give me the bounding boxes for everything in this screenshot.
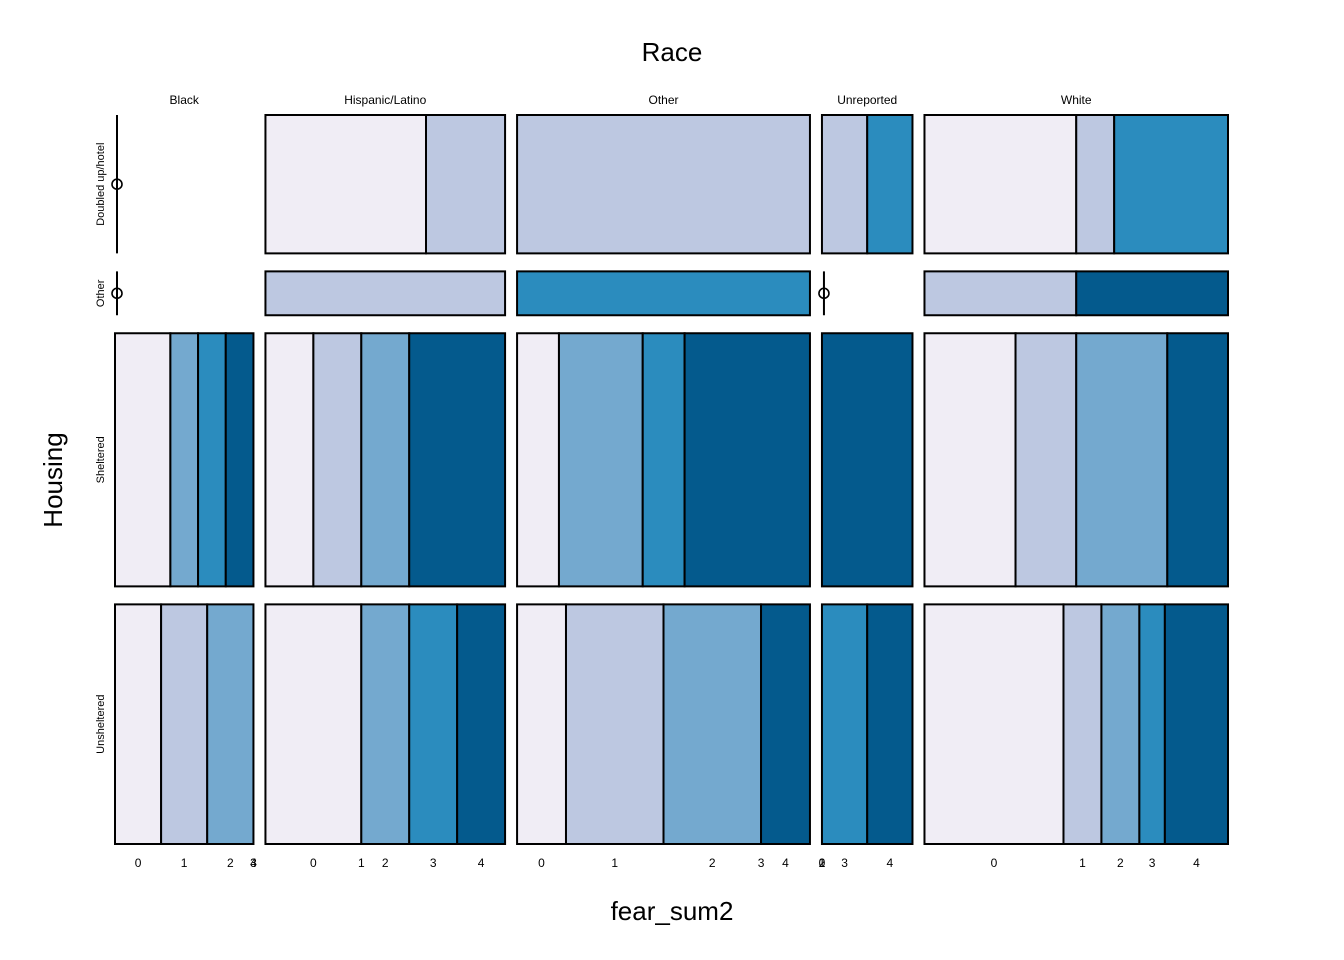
fear-tick-label: 2	[709, 856, 716, 870]
fear-tick-label: 4	[887, 856, 894, 870]
mosaic-tile	[516, 332, 560, 588]
fear-tick-label: 4	[782, 856, 789, 870]
mosaic-tile	[516, 603, 567, 845]
mosaic-tile	[1014, 332, 1078, 588]
mosaic-tile	[923, 332, 1017, 588]
mosaic-tile	[662, 603, 763, 845]
mosaic-tile	[169, 332, 200, 588]
chart-title: Race	[642, 37, 703, 67]
mosaic-tile	[264, 270, 507, 317]
mosaic-tile	[923, 114, 1078, 255]
mosaic-tile	[224, 332, 255, 588]
fear-tick-label: 3	[250, 856, 257, 870]
fear-tick-label: 1	[611, 856, 618, 870]
mosaic-tile	[264, 603, 363, 845]
mosaic-tile	[1138, 603, 1166, 845]
mosaic-tile	[360, 332, 411, 588]
mosaic-tile	[1075, 270, 1230, 317]
mosaic-tile	[866, 114, 914, 255]
mosaic-tile	[820, 114, 869, 255]
mosaic-tile	[408, 332, 507, 588]
fear-tick-label: 3	[758, 856, 765, 870]
mosaic-tile	[264, 114, 427, 255]
mosaic-tile	[1113, 114, 1229, 255]
fear-tick-label: 0	[991, 856, 998, 870]
mosaic-tile	[114, 332, 172, 588]
fear-tick-label: 0	[135, 856, 142, 870]
x-axis-label: fear_sum2	[611, 896, 734, 926]
mosaic-tile	[197, 332, 227, 588]
mosaic-tile	[456, 603, 507, 845]
mosaic-tile	[1166, 332, 1230, 588]
mosaic-tile	[516, 270, 811, 317]
empty-cell-marker	[111, 287, 123, 300]
mosaic-tile	[360, 603, 411, 845]
fear-tick-label: 3	[430, 856, 437, 870]
mosaic-tile	[923, 270, 1078, 317]
mosaic-tile	[516, 114, 811, 255]
mosaic-tile	[683, 332, 811, 588]
race-label: White	[1061, 93, 1092, 107]
fear-tick-label: 4	[478, 856, 485, 870]
fear-tick-label: 2	[1117, 856, 1124, 870]
mosaic-tile	[206, 603, 255, 845]
mosaic-tile	[557, 332, 644, 588]
mosaic-tiles	[111, 114, 1230, 845]
mosaic-tile	[114, 603, 163, 845]
fear-tick-label: 4	[250, 856, 257, 870]
fear-tick-label: 1	[819, 856, 826, 870]
fear-tick-label: 1	[181, 856, 188, 870]
housing-label: Doubled up/hotel	[95, 143, 107, 226]
mosaic-tile	[1062, 603, 1103, 845]
race-label: Black	[170, 93, 200, 107]
mosaic-tile	[866, 603, 914, 845]
fear-tick-label: 0	[310, 856, 317, 870]
fear-tick-label: 4	[1193, 856, 1200, 870]
housing-label: Other	[95, 279, 107, 307]
fear-tick-label: 2	[382, 856, 389, 870]
mosaic-tile	[160, 603, 209, 845]
housing-label: Unsheltered	[95, 695, 107, 754]
mosaic-tile	[408, 603, 459, 845]
race-label: Hispanic/Latino	[344, 93, 426, 107]
mosaic-tile	[760, 603, 811, 845]
empty-cell-marker	[818, 287, 830, 300]
race-label: Other	[649, 93, 679, 107]
fear-tick-label: 2	[819, 856, 826, 870]
mosaic-tile	[820, 332, 914, 588]
mosaic-tile	[564, 603, 665, 845]
fear-tick-label: 1	[358, 856, 365, 870]
mosaic-tile	[312, 332, 363, 588]
mosaic-tile	[820, 603, 869, 845]
mosaic-tile	[1075, 332, 1169, 588]
empty-cell-marker	[111, 178, 123, 190]
fear-tick-label: 3	[1149, 856, 1156, 870]
mosaic-tile	[641, 332, 686, 588]
fear-tick-label: 0	[538, 856, 545, 870]
fear-tick-label: 3	[841, 856, 848, 870]
housing-label: Sheltered	[95, 436, 107, 483]
fear-tick-label: 2	[227, 856, 234, 870]
mosaic-tile	[923, 603, 1065, 845]
y-axis-label: Housing	[38, 432, 68, 527]
mosaic-labels: Black Hispanic/Latino Other Unreported White…	[95, 93, 1200, 870]
mosaic-tile	[1075, 114, 1116, 255]
mosaic-tile	[1100, 603, 1141, 845]
mosaic-tile	[1163, 603, 1230, 845]
mosaic-tile	[424, 114, 507, 255]
mosaic-tile	[264, 332, 315, 588]
fear-tick-label: 0	[819, 856, 826, 870]
race-label: Unreported	[837, 93, 897, 107]
fear-tick-label: 1	[1079, 856, 1086, 870]
